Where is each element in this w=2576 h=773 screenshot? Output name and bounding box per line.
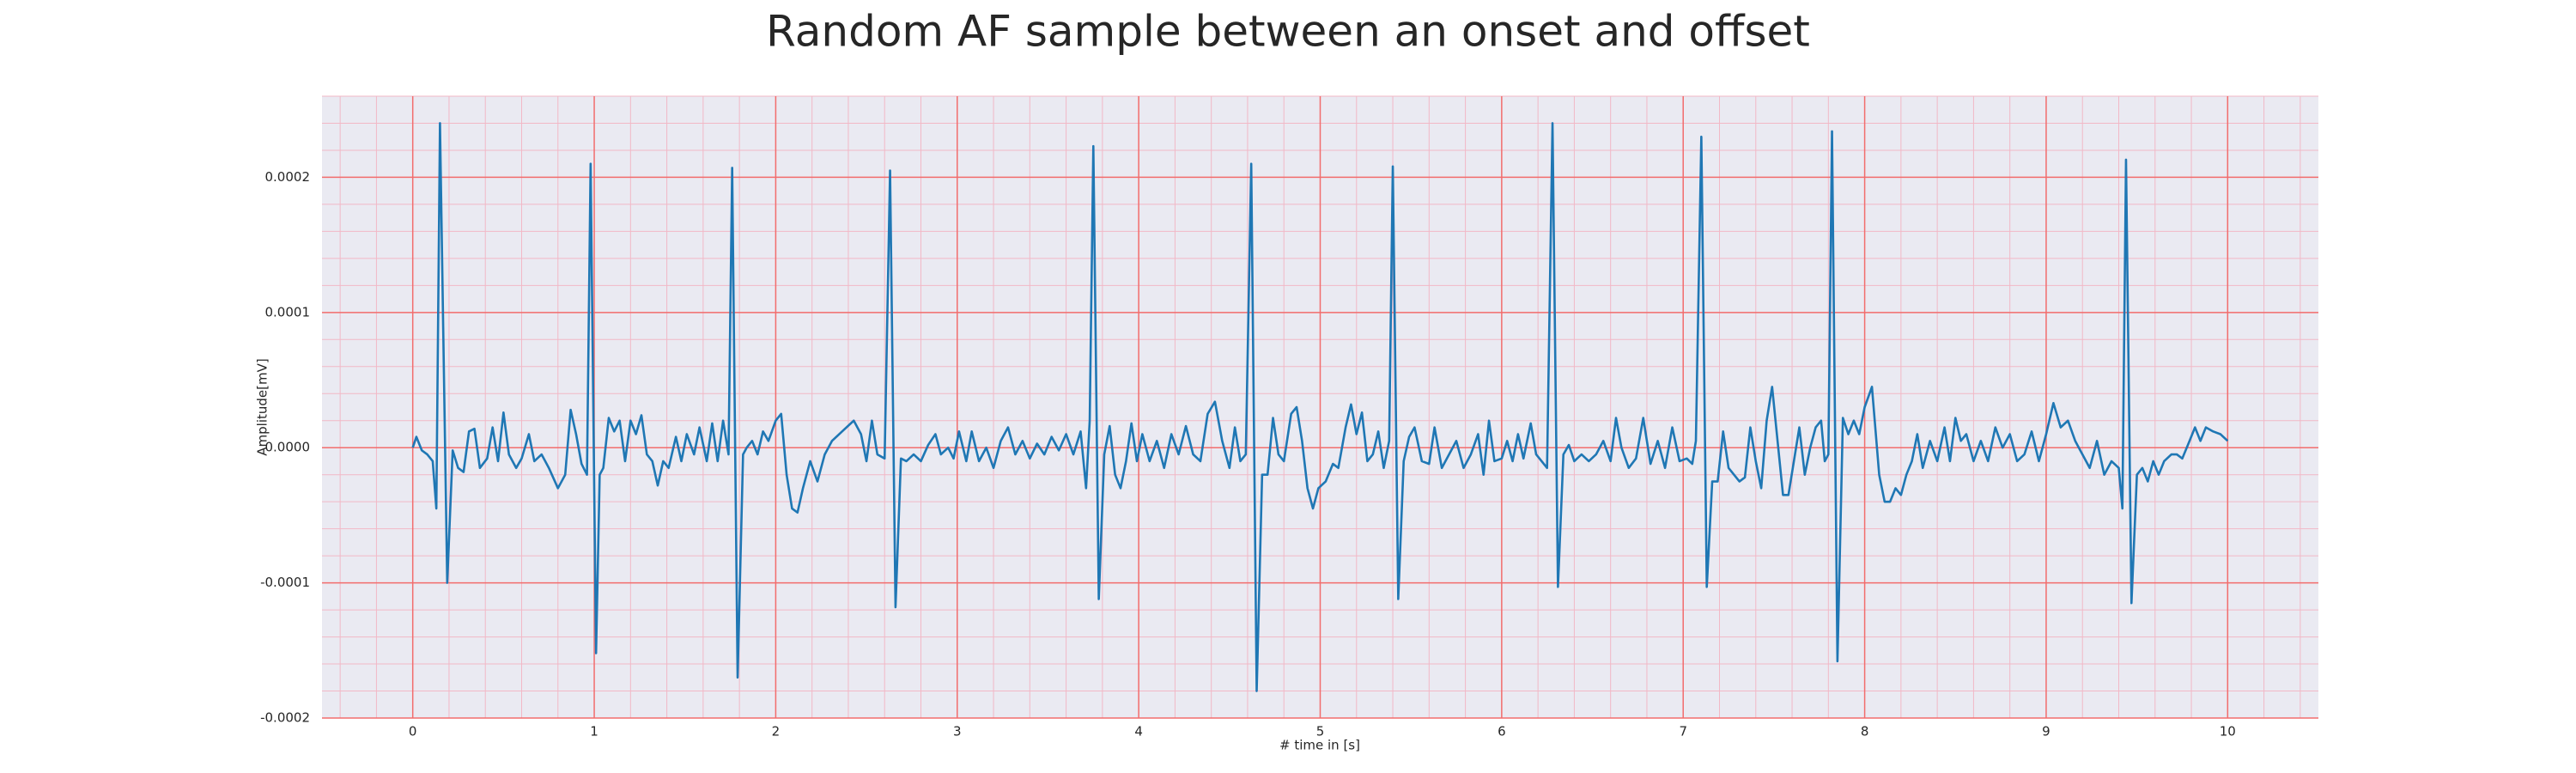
x-tick-label: 10 <box>2220 724 2236 740</box>
y-tick-label: 0.0000 <box>265 440 311 455</box>
chart-title: Random AF sample between an onset and of… <box>766 7 1810 57</box>
x-tick-label: 9 <box>2042 724 2050 740</box>
y-axis-label: Amplitude[mV] <box>255 358 270 455</box>
y-tick-label: -0.0002 <box>260 710 310 726</box>
x-tick-label: 4 <box>1134 724 1143 740</box>
x-tick-label: 0 <box>409 724 417 740</box>
x-tick-label: 3 <box>953 724 962 740</box>
y-tick-label: 0.0002 <box>265 169 311 185</box>
x-axis-label: # time in [s] <box>1279 738 1360 753</box>
x-tick-label: 8 <box>1861 724 1869 740</box>
y-tick-label: -0.0001 <box>260 575 310 590</box>
x-tick-label: 2 <box>772 724 781 740</box>
signal-line <box>411 122 2229 692</box>
x-tick-label: 5 <box>1316 724 1325 740</box>
x-tick-label: 6 <box>1498 724 1506 740</box>
y-tick-label: 0.0001 <box>265 304 311 320</box>
x-tick-label: 1 <box>590 724 598 740</box>
x-tick-label: 7 <box>1679 724 1687 740</box>
